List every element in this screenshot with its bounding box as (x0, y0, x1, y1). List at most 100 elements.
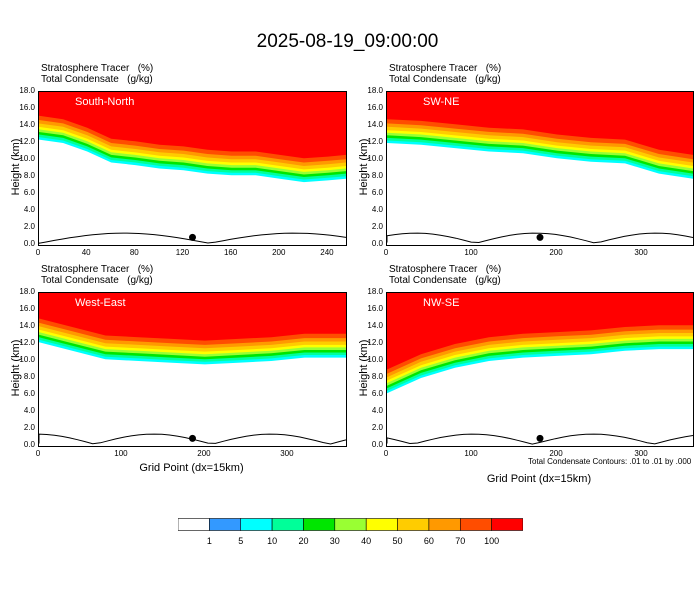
colorbar-swatch (428, 518, 461, 531)
colorbar-swatch (303, 518, 336, 531)
y-tick-label: 0.0 (371, 239, 383, 248)
y-tick-label: 0.0 (371, 440, 383, 449)
colorbar-label: 10 (267, 536, 278, 546)
colorbar-label: 1 (206, 536, 212, 546)
y-tick-label: 18.0 (367, 287, 383, 296)
y-tick-label: 2.0 (371, 423, 383, 432)
y-tick-label: 14.0 (367, 321, 383, 330)
contour-note: Total Condensate Contours: .01 to .01 by… (528, 457, 692, 466)
terrain-line (39, 433, 346, 445)
cross-section-plot: South-North (38, 91, 347, 246)
x-tick-label: 0 (383, 449, 389, 458)
x-tick-label: 200 (549, 248, 563, 257)
y-tick-label: 6.0 (23, 188, 35, 197)
y-tick-label: 14.0 (367, 120, 383, 129)
y-tick-label: 12.0 (367, 338, 383, 347)
field-label-condensate: Total Condensate (g/kg) (41, 74, 153, 85)
section-label: West-East (75, 297, 126, 309)
colorbar-swatch (209, 518, 242, 531)
field-label-condensate: Total Condensate (g/kg) (389, 74, 501, 85)
field-label-condensate: Total Condensate (g/kg) (389, 275, 501, 286)
x-tick-label: 0 (35, 449, 41, 458)
y-tick-label: 16.0 (19, 304, 35, 313)
colorbar-swatch (240, 518, 273, 531)
y-tick-label: 18.0 (19, 86, 35, 95)
x-tick-label: 100 (464, 248, 478, 257)
colorbar-label: 70 (455, 536, 466, 546)
y-tick-label: 8.0 (23, 171, 35, 180)
field-label-tracer: Stratosphere Tracer (%) (389, 63, 502, 74)
x-tick-label: 200 (197, 449, 211, 458)
y-tick-label: 12.0 (19, 338, 35, 347)
x-tick-label: 200 (272, 248, 286, 257)
tracer-band-100 (387, 293, 693, 370)
panel-header: Stratosphere Tracer (%) Total Condensate … (41, 63, 153, 85)
y-tick-label: 0.0 (23, 440, 35, 449)
y-tick-label: 6.0 (371, 389, 383, 398)
terrain-line (387, 232, 693, 244)
y-tick-label: 2.0 (23, 423, 35, 432)
y-tick-label: 10.0 (367, 154, 383, 163)
x-tick-label: 120 (175, 248, 190, 257)
x-axis-label: Grid Point (dx=15km) (486, 473, 592, 485)
cross-section-plot: West-East (38, 292, 347, 447)
x-tick-label: 0 (35, 248, 41, 257)
y-tick-label: 6.0 (371, 188, 383, 197)
colorbar-swatch (178, 518, 210, 531)
field-label-tracer: Stratosphere Tracer (%) (389, 264, 502, 275)
section-label: SW-NE (423, 96, 459, 108)
y-tick-label: 4.0 (23, 205, 35, 214)
colorbar-label: 60 (423, 536, 434, 546)
terrain-line (387, 433, 693, 445)
field-label-tracer: Stratosphere Tracer (%) (41, 63, 154, 74)
y-tick-label: 0.0 (23, 239, 35, 248)
colorbar-label: 5 (238, 536, 244, 546)
y-tick-label: 2.0 (371, 222, 383, 231)
center-point-marker (189, 434, 196, 442)
y-tick-label: 18.0 (367, 86, 383, 95)
y-tick-label: 4.0 (371, 406, 383, 415)
x-axis-label: Grid Point (dx=15km) (139, 462, 244, 474)
x-tick-label: 240 (320, 248, 334, 257)
cross-section-plot: NW-SE (386, 292, 694, 447)
x-tick-label: 100 (464, 449, 478, 458)
cross-section-plot: SW-NE (386, 91, 694, 246)
colorbar-swatch (334, 518, 367, 531)
x-tick-label: 100 (114, 449, 128, 458)
colorbar-swatch (365, 518, 398, 531)
y-tick-label: 16.0 (367, 304, 383, 313)
terrain-line (39, 232, 346, 244)
colorbar-swatch (271, 518, 304, 531)
y-axis-label: Height (km) (10, 138, 22, 195)
colorbar-label: 50 (392, 536, 403, 546)
y-axis-label: Height (km) (358, 339, 370, 396)
y-tick-label: 14.0 (19, 120, 35, 129)
colorbar-swatch (491, 518, 523, 531)
y-tick-label: 10.0 (19, 355, 35, 364)
colorbar-label: 40 (361, 536, 372, 546)
center-point-marker (536, 233, 544, 241)
field-label-tracer: Stratosphere Tracer (%) (41, 264, 154, 275)
y-tick-label: 4.0 (371, 205, 383, 214)
x-tick-label: 200 (549, 449, 563, 458)
center-point-marker (189, 233, 196, 241)
colorbar-swatch (459, 518, 492, 531)
y-axis-label: Height (km) (358, 138, 370, 195)
y-tick-label: 16.0 (367, 103, 383, 112)
x-tick-label: 80 (129, 248, 139, 257)
y-tick-label: 10.0 (367, 355, 383, 364)
panel-header: Stratosphere Tracer (%) Total Condensate … (389, 264, 501, 286)
tracer-band-100 (387, 92, 693, 155)
colorbar-label: 30 (329, 536, 340, 546)
tracer-band-100 (39, 293, 346, 341)
y-tick-label: 12.0 (19, 137, 35, 146)
y-tick-label: 18.0 (19, 287, 35, 296)
y-tick-label: 14.0 (19, 321, 35, 330)
x-tick-label: 300 (634, 449, 648, 458)
y-tick-label: 10.0 (19, 154, 35, 163)
panel-header: Stratosphere Tracer (%) Total Condensate … (41, 264, 153, 286)
y-tick-label: 8.0 (371, 171, 383, 180)
y-tick-label: 8.0 (23, 372, 35, 381)
colorbar-label: 100 (484, 536, 500, 546)
section-label: NW-SE (423, 297, 459, 309)
